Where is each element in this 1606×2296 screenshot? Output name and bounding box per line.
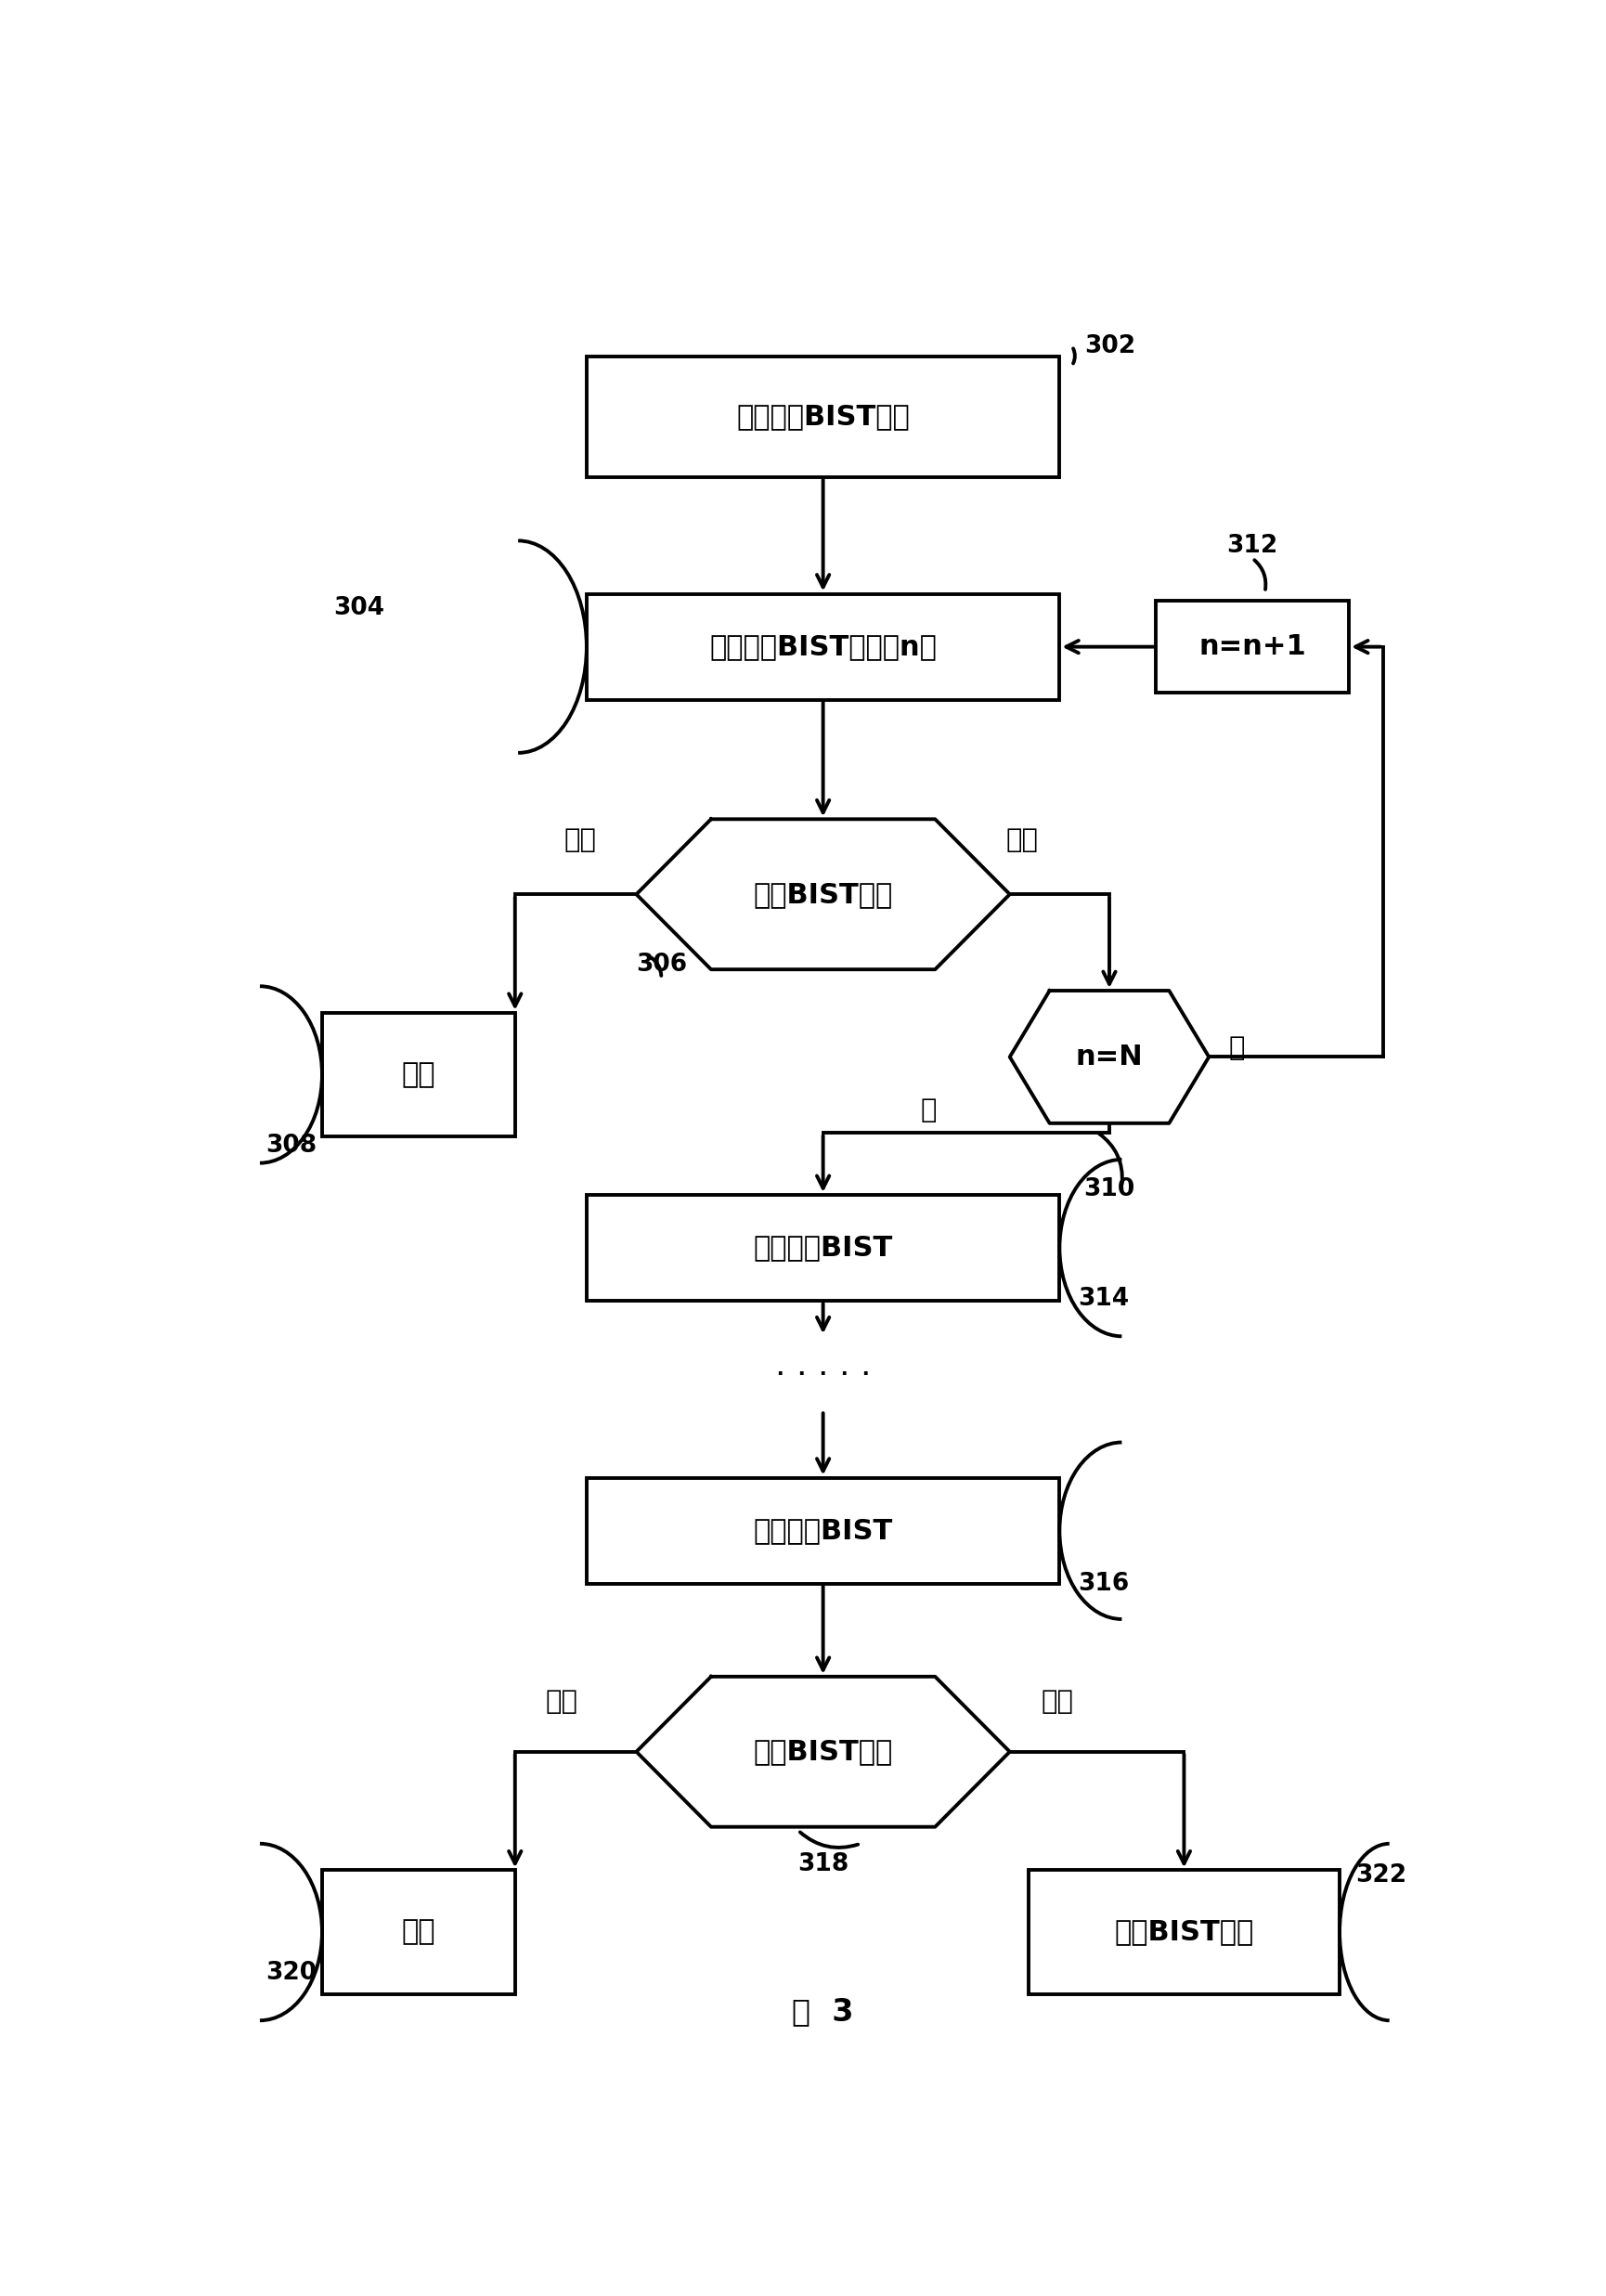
Text: 306: 306 bbox=[636, 953, 687, 978]
Text: 通过: 通过 bbox=[1005, 827, 1039, 854]
Text: 308: 308 bbox=[265, 1134, 316, 1157]
Bar bbox=[323, 1871, 516, 1993]
Text: 运行顶层BIST: 运行顶层BIST bbox=[753, 1518, 893, 1545]
Text: 退出: 退出 bbox=[402, 1061, 435, 1088]
Text: · · · · ·: · · · · · bbox=[776, 1359, 870, 1391]
Bar bbox=[323, 1013, 516, 1137]
Polygon shape bbox=[1010, 990, 1209, 1123]
Text: 304: 304 bbox=[334, 597, 385, 620]
Text: 运行本地BIST程序（n）: 运行本地BIST程序（n） bbox=[710, 634, 936, 661]
Bar bbox=[1156, 602, 1349, 693]
Text: 通过: 通过 bbox=[1041, 1688, 1073, 1715]
Bar bbox=[586, 356, 1060, 478]
Text: n=n+1: n=n+1 bbox=[1198, 634, 1306, 661]
Text: 失败: 失败 bbox=[564, 827, 596, 854]
Text: 运行次级BIST: 运行次级BIST bbox=[753, 1235, 893, 1261]
Text: 312: 312 bbox=[1227, 535, 1278, 558]
Text: 本地BIST报告: 本地BIST报告 bbox=[753, 882, 893, 907]
Text: 分级BIST完成: 分级BIST完成 bbox=[1115, 1919, 1254, 1945]
Text: 322: 322 bbox=[1355, 1864, 1407, 1887]
Text: 本地分级BIST程序: 本地分级BIST程序 bbox=[737, 404, 909, 429]
Text: 顶层BIST报告: 顶层BIST报告 bbox=[753, 1738, 893, 1766]
Polygon shape bbox=[636, 1676, 1010, 1828]
Text: 320: 320 bbox=[265, 1961, 316, 1984]
Bar bbox=[586, 1194, 1060, 1302]
Text: 316: 316 bbox=[1078, 1570, 1129, 1596]
Text: 退出: 退出 bbox=[402, 1919, 435, 1945]
Bar bbox=[586, 1479, 1060, 1584]
Text: 302: 302 bbox=[1084, 335, 1135, 358]
Bar bbox=[1028, 1871, 1339, 1993]
Text: 是: 是 bbox=[920, 1097, 936, 1123]
Polygon shape bbox=[636, 820, 1010, 969]
Text: 310: 310 bbox=[1084, 1178, 1135, 1201]
Text: 314: 314 bbox=[1078, 1286, 1129, 1311]
Bar bbox=[586, 595, 1060, 700]
Text: 图  3: 图 3 bbox=[792, 1995, 854, 2027]
Text: 否: 否 bbox=[1229, 1035, 1245, 1061]
Text: n=N: n=N bbox=[1076, 1042, 1143, 1070]
Text: 318: 318 bbox=[798, 1853, 848, 1876]
Text: 失败: 失败 bbox=[546, 1688, 578, 1715]
